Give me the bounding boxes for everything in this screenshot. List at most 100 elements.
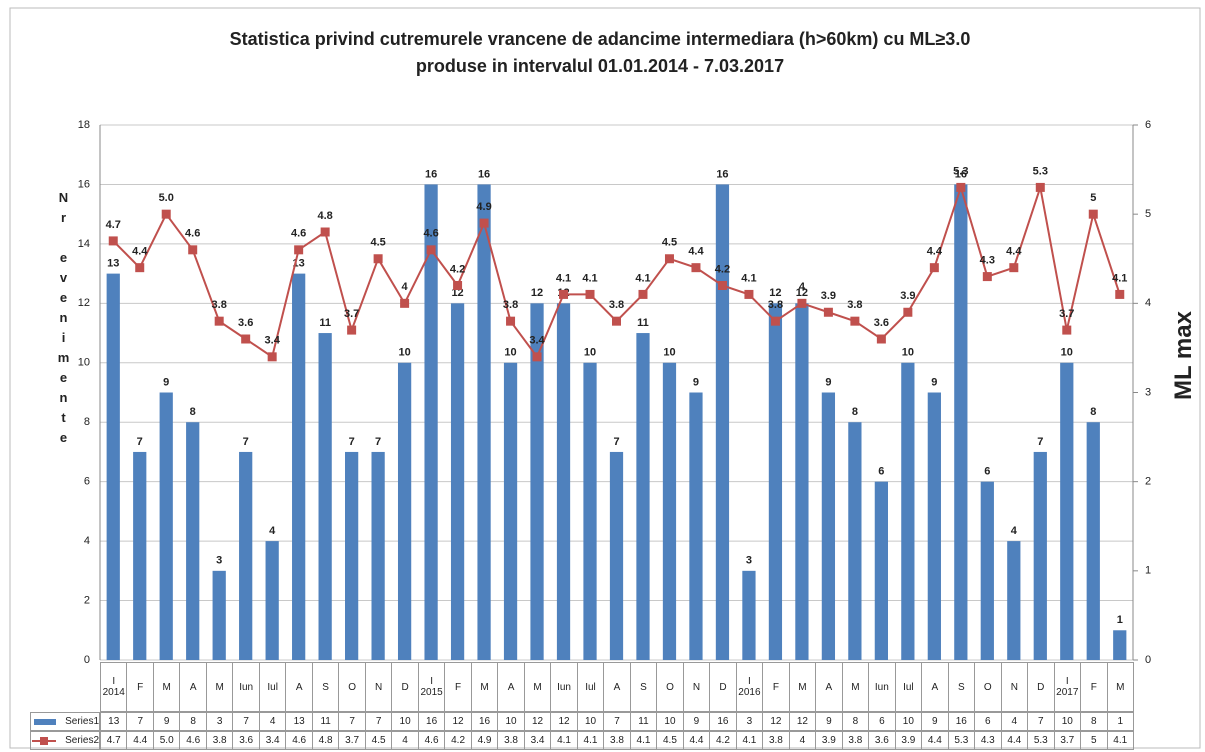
table-cell: 8 [179,712,207,731]
x-tick-label: N [364,662,393,712]
bar [212,570,226,660]
data-label: 5.3 [1033,165,1048,177]
data-label: 6 [878,466,884,478]
data-label: 4.1 [1112,272,1127,284]
bar [106,273,120,660]
x-tick-label: M [788,662,817,712]
line-marker [717,281,727,290]
data-label: 6 [984,466,990,478]
y-tick-label: 4 [84,535,90,547]
x-tick-label: I 2016 [735,662,764,712]
table-cell: 4.1 [1106,731,1134,750]
data-label: 4.4 [1006,246,1022,258]
table-cell: 4.6 [285,731,313,750]
table-cell: 3.4 [523,731,552,750]
y-tick-label: 14 [78,238,90,250]
data-label: 3.9 [900,290,915,302]
line-marker [982,272,992,282]
table-cell: 4.1 [735,731,764,750]
line-marker [1062,325,1072,335]
table-cell: 4.1 [576,731,605,750]
table-cell: 3.9 [815,731,843,750]
table-cell: 3.7 [1053,731,1082,750]
line-marker [850,316,860,326]
data-label: 10 [584,347,596,359]
data-label: 12 [531,287,543,299]
table-cell: 4.1 [550,731,578,750]
x-tick-label: A [179,662,207,712]
bar [318,333,332,660]
table-cell: 4.5 [656,731,684,750]
table-cell: 8 [841,712,870,731]
data-label: 4.3 [980,254,995,266]
line-marker [214,316,224,326]
line-marker [744,289,754,299]
table-cell: 4.2 [444,731,472,750]
data-label: 3.8 [847,299,862,311]
table-cell: 12 [444,712,472,731]
table-cell: 10 [656,712,684,731]
data-label: 4.9 [476,201,491,213]
data-label: 4.6 [185,228,200,240]
data-label: 4.8 [317,210,332,222]
x-tick-label: S [947,662,976,712]
bar [530,303,544,660]
line-marker [532,352,542,362]
data-label: 10 [663,347,675,359]
bar [292,273,306,660]
x-tick-label: I 2017 [1053,662,1082,712]
bar [556,303,571,660]
table-cell: 3.9 [894,731,923,750]
bar [609,451,624,660]
data-label: 12 [796,287,808,299]
table-cell: 7 [232,712,260,731]
bar [768,303,783,660]
x-tick-label: Iul [894,662,923,712]
table-cell: 3.8 [205,731,234,750]
bar [1007,541,1021,660]
x-tick-label: N [1000,662,1029,712]
line-marker [453,281,463,290]
x-tick-label: M [470,662,499,712]
y-tick-label: 18 [78,119,90,131]
line-marker [135,263,145,273]
data-label: 3.8 [212,299,227,311]
table-cell: 9 [921,712,949,731]
x-tick-label: M [152,662,181,712]
bar [636,333,650,660]
table-cell: 3.4 [258,731,287,750]
line-marker [903,307,913,317]
table-cell: 4.6 [417,731,446,750]
x-tick-label: I 2014 [100,662,128,712]
table-cell: 11 [311,712,340,731]
table-cell: 4 [258,712,287,731]
bar [583,362,597,660]
table-cell: 13 [100,712,128,731]
data-label: 4.1 [582,272,597,284]
data-label: 9 [825,376,831,388]
table-cell: 16 [709,712,737,731]
line-marker [1115,289,1125,299]
data-label: 4 [799,281,806,293]
data-label: 4.4 [927,246,943,258]
data-label: 7 [375,436,381,448]
line-marker [770,316,780,326]
table-cell: 3.6 [232,731,260,750]
data-label: 4.6 [291,228,306,240]
table-cell: 5.3 [947,731,976,750]
table-cell: 10 [497,712,525,731]
table-cell: 4.1 [629,731,658,750]
table-cell: 5 [1080,731,1108,750]
line-marker [876,334,886,344]
table-cell: 6 [868,712,896,731]
line-marker [426,245,436,255]
bar [133,451,147,660]
line-marker [373,254,383,264]
data-label: 12 [451,287,463,299]
data-label: 4.6 [423,228,438,240]
table-cell: 10 [894,712,923,731]
table-cell: 10 [391,712,419,731]
data-label: 7 [137,436,143,448]
line-marker [347,325,357,335]
